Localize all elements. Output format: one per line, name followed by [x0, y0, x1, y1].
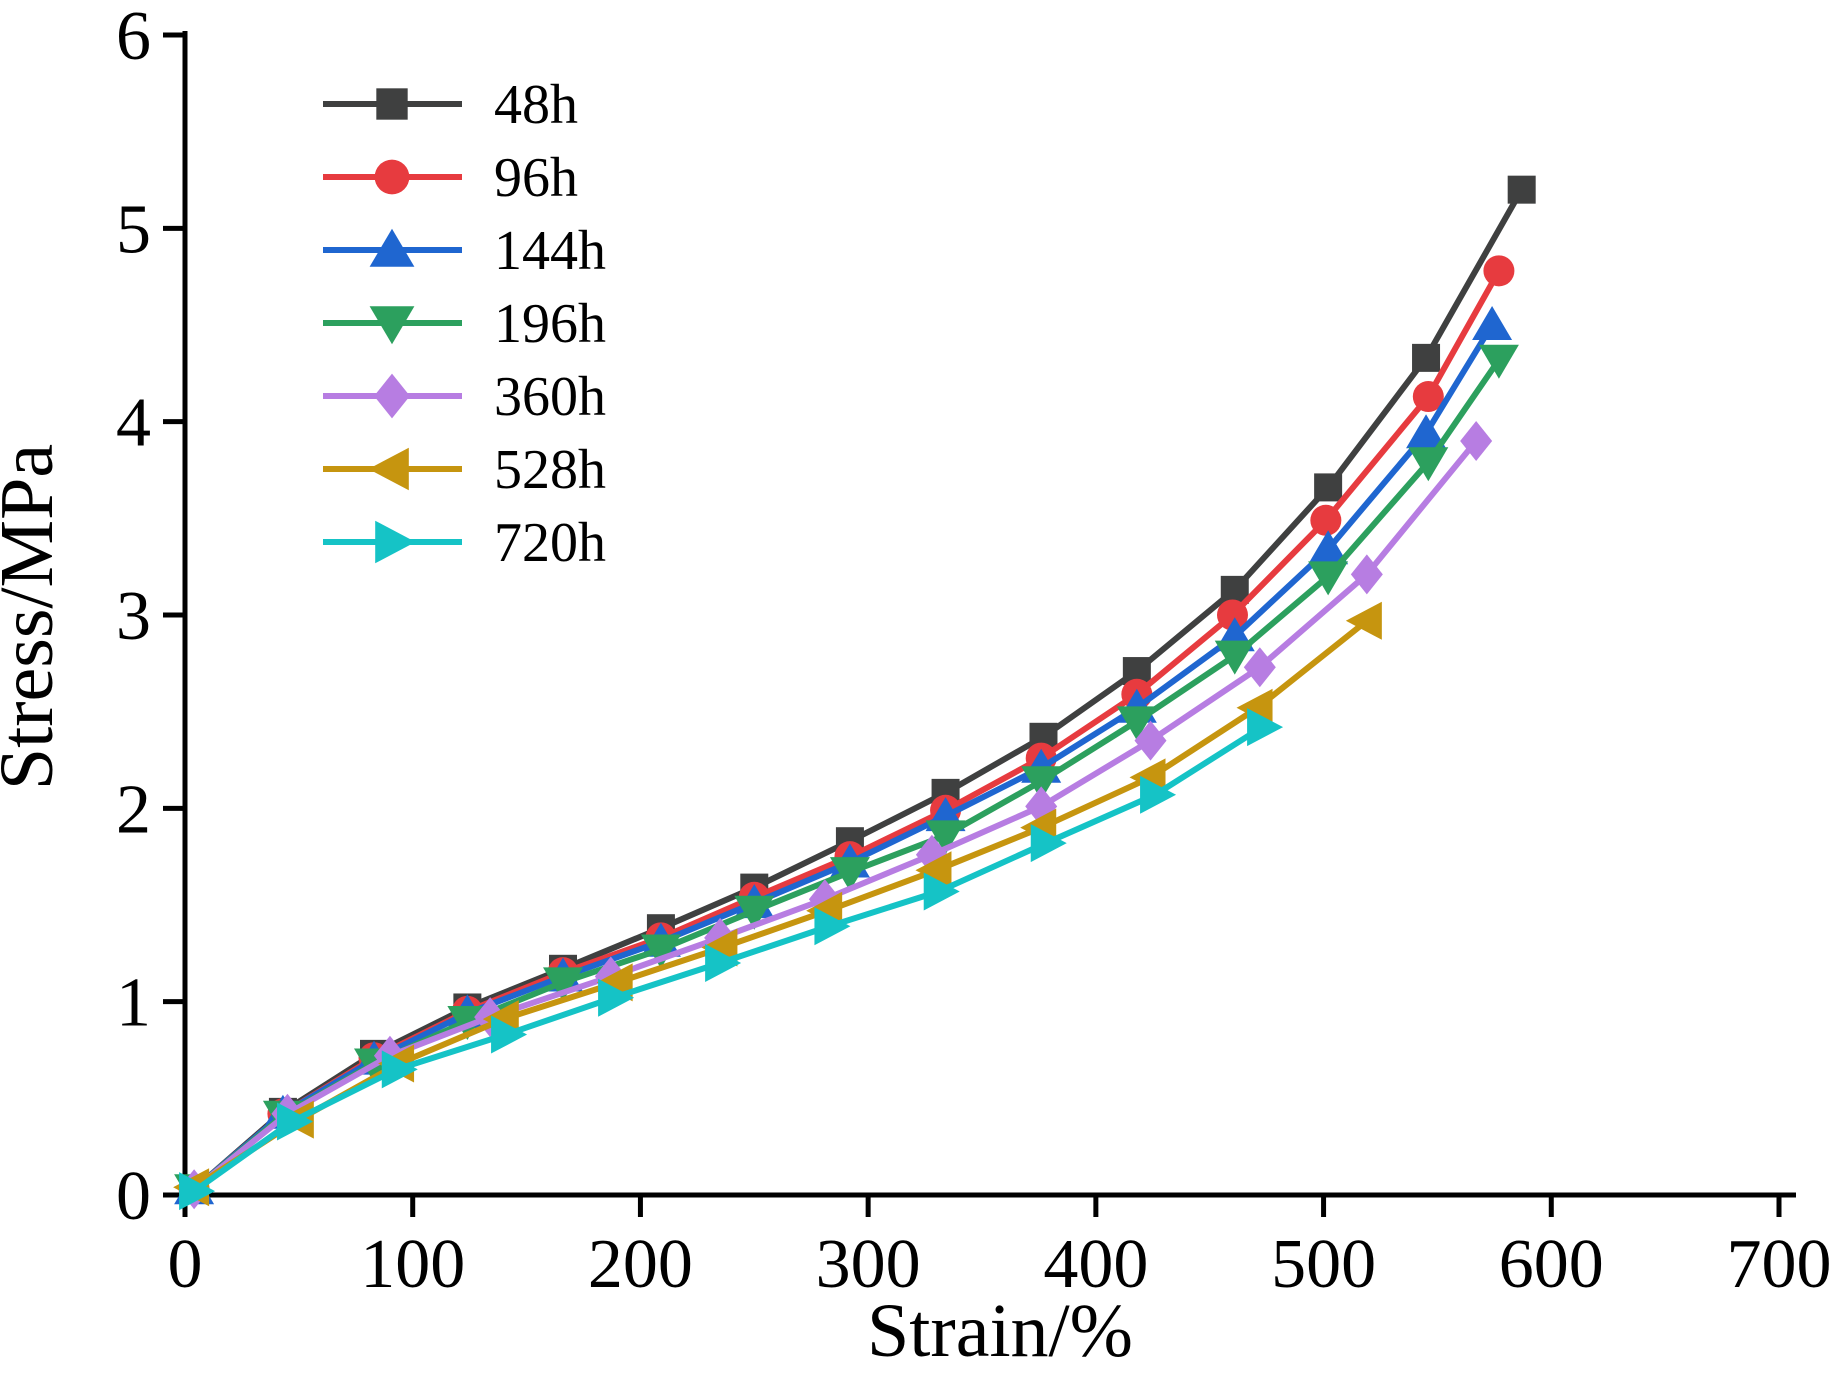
y-tick-label: 6 [116, 0, 151, 75]
x-tick-label: 400 [1043, 1226, 1148, 1303]
y-tick-label: 0 [116, 1158, 151, 1235]
legend-label: 48h [494, 74, 578, 136]
x-tick-label: 100 [360, 1226, 465, 1303]
data-marker-144h [1472, 306, 1513, 340]
legend-item-196h: 196h [323, 293, 606, 355]
plot-layer: 0 1 2 3 4 5 6 0 100 200 300 400 500 600 700 [116, 0, 1832, 1303]
data-marker-528h [915, 851, 952, 890]
data-marker-196h [543, 967, 584, 1002]
x-tick-label: 200 [588, 1226, 693, 1303]
legend-item-528h: 528h [323, 439, 606, 501]
legend-item-48h: 48h [323, 74, 578, 136]
data-marker-196h [1214, 640, 1255, 675]
data-marker-196h [1116, 706, 1157, 741]
data-marker-96h [1310, 504, 1342, 536]
y-tick-label: 4 [116, 385, 151, 462]
data-marker-360h [1350, 554, 1383, 595]
data-marker-196h [1478, 344, 1519, 379]
data-marker-196h [829, 857, 870, 892]
data-marker-720h [277, 1102, 314, 1141]
data-marker-720h [598, 978, 635, 1017]
legend-item-96h: 96h [323, 147, 578, 209]
x-tick-label: 500 [1271, 1226, 1376, 1303]
data-marker-96h [1483, 255, 1515, 287]
legend-marker-triangle-right-icon [375, 520, 416, 564]
data-marker-196h [1308, 561, 1349, 596]
data-marker-196h [925, 820, 966, 855]
y-tick-label: 3 [116, 578, 151, 655]
data-marker-96h [1412, 381, 1444, 413]
legend-label: 96h [494, 147, 578, 209]
data-marker-360h [1134, 720, 1167, 761]
legend-item-720h: 720h [323, 512, 606, 574]
legend-marker-triangle-left-icon [368, 447, 409, 491]
data-marker-720h [179, 1172, 216, 1211]
legend-marker-diamond-icon [374, 373, 410, 419]
y-axis-title: Stress/MPa [0, 444, 69, 790]
legend-marker-circle-icon [374, 159, 410, 195]
legend: 48h 96h 144h 196h 360h 528h 720h [323, 74, 606, 574]
data-marker-720h [491, 1015, 528, 1054]
legend-item-360h: 360h [323, 366, 606, 428]
x-tick-label: 700 [1727, 1226, 1832, 1303]
data-marker-720h [705, 944, 742, 982]
data-marker-720h [1030, 824, 1067, 863]
data-marker-360h [1243, 647, 1276, 688]
data-marker-96h [1216, 599, 1248, 631]
y-tick-label: 2 [116, 771, 151, 848]
legend-marker-triangle-down-icon [369, 306, 415, 345]
x-tick-label: 600 [1499, 1226, 1604, 1303]
data-marker-720h [923, 872, 960, 911]
data-marker-144h [1406, 414, 1447, 449]
data-marker-48h [1314, 473, 1343, 502]
series-line-528h [192, 618, 1369, 1190]
legend-label: 720h [494, 512, 606, 574]
data-marker-48h [1412, 343, 1441, 372]
legend-marker-square-icon [376, 88, 408, 120]
data-marker-144h [1308, 530, 1349, 565]
data-marker-720h [1247, 708, 1284, 747]
data-marker-196h [1408, 447, 1449, 482]
legend-item-144h: 144h [323, 220, 606, 282]
y-tick-label: 5 [116, 191, 151, 268]
legend-label: 144h [494, 220, 606, 282]
legend-label: 196h [494, 293, 606, 355]
legend-label: 360h [494, 366, 606, 428]
y-tick-label: 1 [116, 965, 151, 1042]
x-tick-label: 0 [168, 1226, 203, 1303]
data-marker-196h [734, 895, 775, 930]
data-marker-720h [381, 1050, 418, 1089]
x-tick-label: 300 [816, 1226, 921, 1303]
data-marker-720h [814, 907, 851, 946]
data-marker-48h [1507, 175, 1536, 204]
data-marker-196h [1021, 766, 1062, 801]
data-marker-720h [1140, 775, 1177, 814]
legend-marker-triangle-up-icon [369, 228, 415, 267]
legend-label: 528h [494, 439, 606, 501]
data-marker-528h [1345, 601, 1382, 640]
series-720h [179, 708, 1284, 1211]
x-axis-title: Strain/% [867, 1289, 1133, 1373]
data-marker-196h [640, 934, 681, 969]
data-marker-360h [1460, 421, 1493, 461]
